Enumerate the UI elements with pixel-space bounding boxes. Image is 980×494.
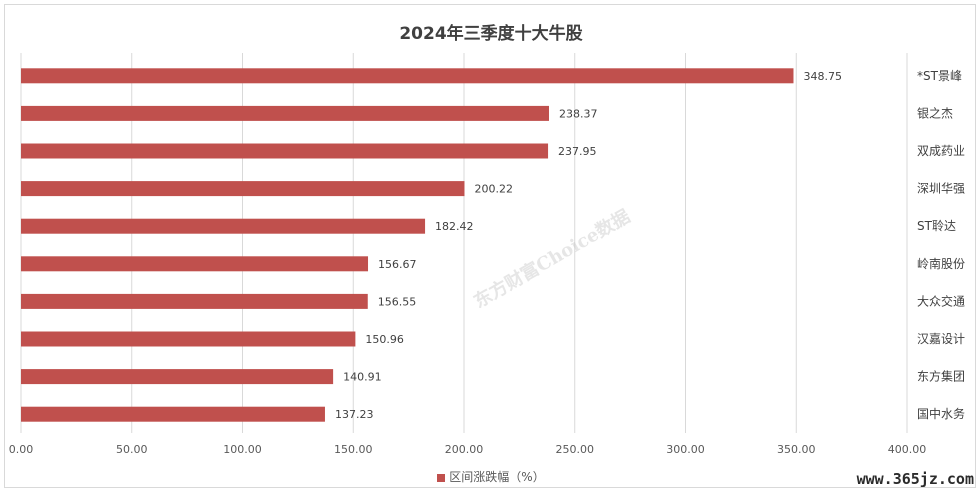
category-label: ST聆达	[917, 219, 956, 233]
category-label: 东方集团	[917, 369, 965, 384]
category-label: 汉嘉设计	[917, 332, 965, 346]
category-label: *ST景峰	[917, 69, 962, 83]
category-label: 双成药业	[917, 144, 965, 158]
legend-swatch	[437, 473, 446, 482]
x-tick-label: 250.00	[556, 443, 595, 456]
chart-title: 2024年三季度十大牛股	[399, 24, 583, 44]
category-label: 银之杰	[917, 106, 953, 120]
bar	[21, 256, 369, 272]
category-label: 国中水务	[917, 406, 965, 421]
data-label: 237.95	[558, 145, 597, 158]
legend-label: 区间涨跌幅（%）	[449, 470, 545, 484]
bar	[21, 143, 549, 159]
legend: 区间涨跌幅（%）	[5, 468, 977, 485]
x-tick-label: 300.00	[666, 443, 705, 456]
x-tick-label: 50.00	[116, 443, 148, 456]
x-tick-label: 150.00	[334, 443, 373, 456]
bar	[21, 68, 794, 84]
site-watermark: www.365jz.com	[856, 470, 974, 488]
data-label: 182.42	[435, 220, 474, 233]
category-label: 深圳华强	[917, 182, 965, 196]
bar	[21, 331, 356, 347]
x-tick-label: 400.00	[888, 443, 927, 456]
bar-chart: 0.00 50.00 100.00 150.00 200.00 250.00 300.00 3…	[9, 53, 965, 456]
bar	[21, 369, 334, 385]
data-label: 238.37	[559, 107, 598, 120]
data-label: 150.96	[365, 333, 404, 346]
bar	[21, 105, 549, 121]
bar	[21, 293, 368, 309]
bar	[21, 406, 325, 422]
chart-frame: 2024年三季度十大牛股 0.00 50.00 100.00 150.00 200.00…	[4, 4, 976, 488]
data-label: 348.75	[803, 70, 842, 83]
data-label: 156.67	[378, 258, 417, 271]
data-label: 137.23	[335, 408, 374, 421]
data-label: 200.22	[474, 183, 513, 196]
category-label: 大众交通	[917, 293, 965, 308]
bar	[21, 218, 426, 234]
data-label: 140.91	[343, 371, 382, 384]
bar	[21, 181, 465, 197]
data-label: 156.55	[378, 295, 417, 308]
x-tick-label: 200.00	[445, 443, 484, 456]
x-tick-label: 350.00	[777, 443, 816, 456]
x-tick-label: 100.00	[223, 443, 262, 456]
x-tick-label: 0.00	[9, 443, 34, 456]
category-label: 岭南股份	[917, 256, 965, 271]
